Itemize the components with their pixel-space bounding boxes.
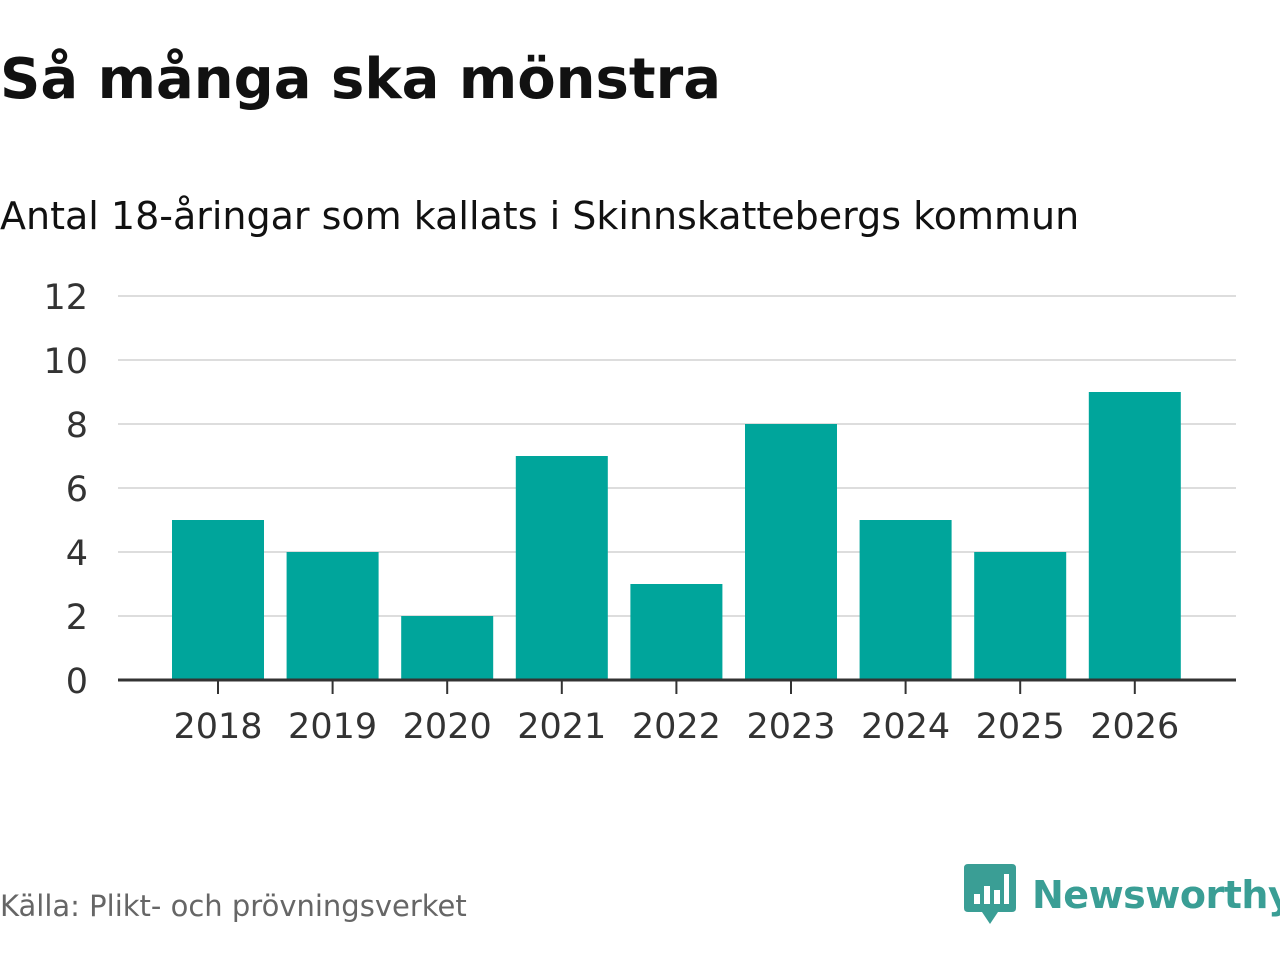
brand-name: Newsworthy xyxy=(1032,873,1280,917)
bar-2020 xyxy=(401,616,494,680)
bar-2025 xyxy=(974,552,1067,680)
source-note: Källa: Plikt- och prövningsverket xyxy=(0,889,467,923)
chart-subtitle: Antal 18-åringar som kallats i Skinnskat… xyxy=(0,194,1080,238)
bar-2026 xyxy=(1088,392,1181,680)
x-tick-label: 2022 xyxy=(632,707,721,747)
bar-2018 xyxy=(172,520,264,680)
x-tick-label: 2019 xyxy=(288,707,377,747)
y-tick-label: 0 xyxy=(66,662,88,702)
y-tick-label: 12 xyxy=(43,278,88,318)
y-tick-label: 10 xyxy=(43,342,88,382)
y-tick-label: 6 xyxy=(66,470,88,510)
y-tick-label: 8 xyxy=(66,406,88,446)
bar-2021 xyxy=(515,456,608,680)
x-tick-label: 2026 xyxy=(1090,707,1179,747)
gridlines xyxy=(118,295,1236,617)
newsworthy-logo-icon xyxy=(964,864,1016,924)
bar-2022 xyxy=(630,584,723,680)
x-tick-label: 2025 xyxy=(976,707,1065,747)
x-tick-label: 2020 xyxy=(403,707,492,747)
y-tick-label: 4 xyxy=(66,534,88,574)
brand-logo: Newsworthy xyxy=(964,864,1280,926)
chart-title: Så många ska mönstra xyxy=(0,47,722,112)
x-tick-label: 2023 xyxy=(746,707,835,747)
bars xyxy=(172,392,1181,680)
x-tick-label: 2018 xyxy=(173,707,262,747)
bar-2019 xyxy=(286,552,379,680)
y-axis-ticks: 0 2 4 6 8 10 12 xyxy=(43,278,88,702)
y-tick-label: 2 xyxy=(66,598,88,638)
x-axis-ticks: 2018 2019 2020 2021 2022 2023 2024 2025 2026 xyxy=(173,680,1179,747)
x-tick-label: 2024 xyxy=(861,707,950,747)
bar-2023 xyxy=(745,424,837,680)
x-tick-label: 2021 xyxy=(517,707,606,747)
bar-2024 xyxy=(859,520,952,680)
